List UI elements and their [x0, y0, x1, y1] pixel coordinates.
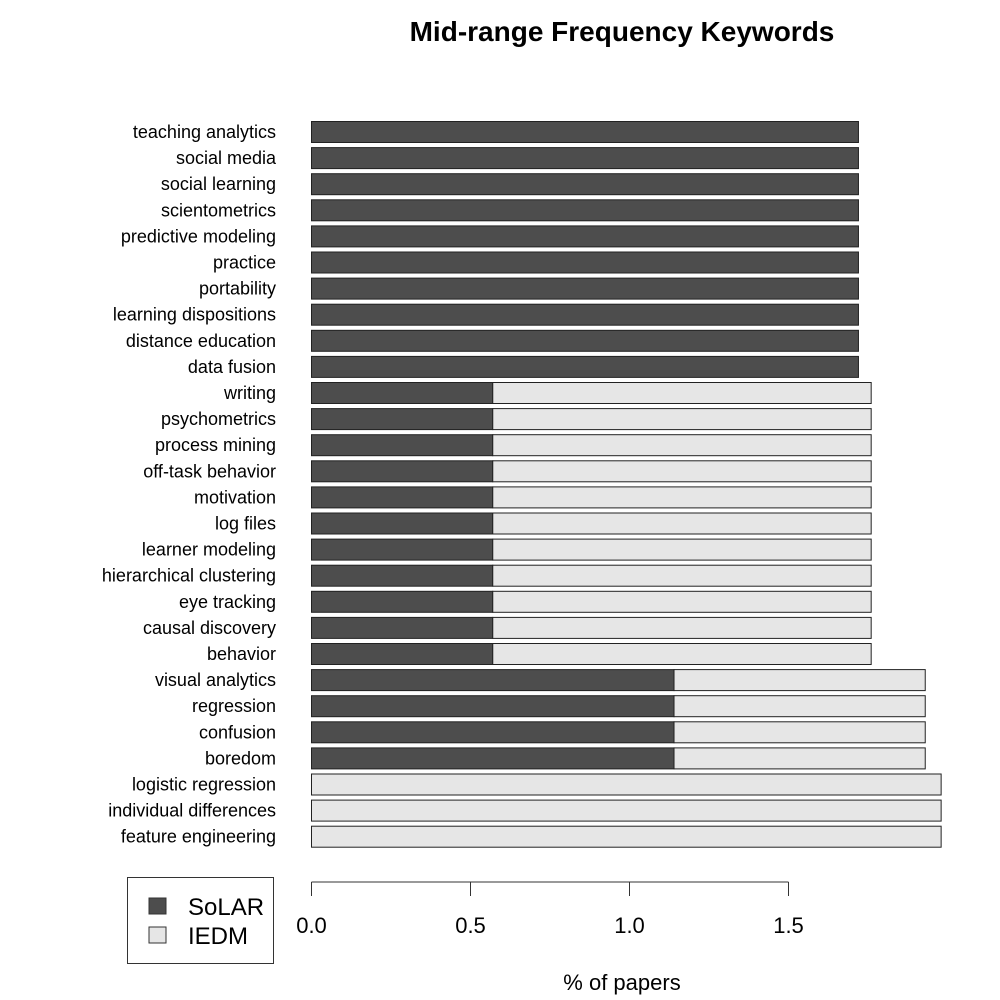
x-axis-title: % of papers — [563, 970, 680, 995]
bar-solar-2 — [311, 173, 859, 196]
category-label: data fusion — [188, 357, 276, 377]
bar-iedm-14 — [492, 486, 872, 509]
category-label: writing — [223, 383, 276, 403]
bar-iedm-17 — [492, 564, 872, 587]
bar-iedm-19 — [492, 616, 872, 639]
bar-solar-15 — [311, 512, 494, 535]
bar-solar-6 — [311, 277, 859, 300]
bar-solar-10 — [311, 382, 494, 404]
bar-iedm-25 — [311, 773, 942, 796]
category-label: motivation — [194, 487, 276, 507]
bar-iedm-16 — [492, 538, 872, 561]
bar-solar-7 — [311, 303, 859, 326]
bar-solar-21 — [311, 669, 675, 692]
category-label: practice — [213, 253, 276, 273]
legend-swatch-iedm — [148, 926, 167, 944]
category-label: hierarchical clustering — [102, 566, 276, 586]
category-label: predictive modeling — [121, 226, 276, 246]
bar-iedm-22 — [673, 695, 926, 718]
category-label: learner modeling — [142, 540, 276, 560]
category-label: individual differences — [108, 801, 276, 821]
x-tick-label: 1.5 — [773, 913, 804, 938]
bar-iedm-20 — [492, 643, 872, 665]
category-label: social media — [176, 148, 277, 168]
category-label: log files — [215, 514, 276, 534]
category-label: psychometrics — [161, 409, 276, 429]
bar-solar-8 — [311, 329, 859, 352]
bar-solar-3 — [311, 199, 859, 222]
bar-solar-1 — [311, 147, 859, 170]
bar-solar-18 — [311, 590, 494, 613]
category-label: confusion — [199, 722, 276, 742]
category-label: feature engineering — [121, 827, 276, 847]
legend-swatch-solar — [148, 897, 167, 915]
bar-iedm-27 — [311, 825, 942, 848]
bar-iedm-11 — [492, 408, 872, 431]
bar-solar-9 — [311, 355, 859, 378]
chart-title: Mid-range Frequency Keywords — [410, 16, 835, 47]
bar-solar-17 — [311, 564, 494, 587]
bar-iedm-24 — [673, 747, 926, 770]
category-label: scientometrics — [161, 200, 276, 220]
bar-iedm-21 — [673, 669, 926, 692]
category-label: social learning — [161, 174, 276, 194]
bar-iedm-18 — [492, 590, 872, 613]
bar-solar-12 — [311, 434, 494, 457]
bar-solar-14 — [311, 486, 494, 509]
bar-solar-20 — [311, 643, 494, 665]
x-tick-label: 0.0 — [296, 913, 327, 938]
bar-iedm-23 — [673, 721, 926, 744]
category-label: process mining — [155, 435, 276, 455]
bar-iedm-12 — [492, 434, 872, 457]
bar-iedm-10 — [492, 382, 872, 404]
bar-iedm-15 — [492, 512, 872, 535]
category-label: causal discovery — [143, 618, 276, 638]
category-label: regression — [192, 696, 276, 716]
category-label: portability — [199, 279, 276, 299]
bar-solar-5 — [311, 251, 859, 274]
bar-solar-4 — [311, 225, 859, 248]
bar-solar-23 — [311, 721, 675, 744]
category-label: learning dispositions — [113, 305, 276, 325]
category-label: boredom — [205, 748, 276, 768]
category-label: eye tracking — [179, 592, 276, 612]
category-labels: teaching analytics social media social lea… — [102, 122, 277, 847]
x-axis: 0.0 0.5 1.0 1.5 — [296, 881, 804, 938]
bars-layer — [311, 121, 942, 848]
legend-label-solar: SoLAR — [188, 894, 264, 921]
category-label: behavior — [207, 644, 276, 664]
category-label: teaching analytics — [133, 122, 276, 142]
bar-iedm-13 — [492, 460, 872, 483]
bar-solar-11 — [311, 408, 494, 431]
legend-box — [127, 877, 274, 964]
bar-solar-19 — [311, 616, 494, 639]
bar-solar-22 — [311, 695, 675, 718]
bar-solar-13 — [311, 460, 494, 483]
bar-solar-16 — [311, 538, 494, 561]
category-label: logistic regression — [132, 775, 276, 795]
bar-solar-0 — [311, 121, 859, 143]
legend-label-iedm: IEDM — [188, 923, 248, 950]
category-label: visual analytics — [155, 670, 276, 690]
category-label: off-task behavior — [143, 461, 276, 481]
bar-iedm-26 — [311, 799, 942, 822]
x-tick-label: 1.0 — [614, 913, 645, 938]
category-label: distance education — [126, 331, 276, 351]
bar-solar-24 — [311, 747, 675, 770]
x-tick-label: 0.5 — [455, 913, 486, 938]
